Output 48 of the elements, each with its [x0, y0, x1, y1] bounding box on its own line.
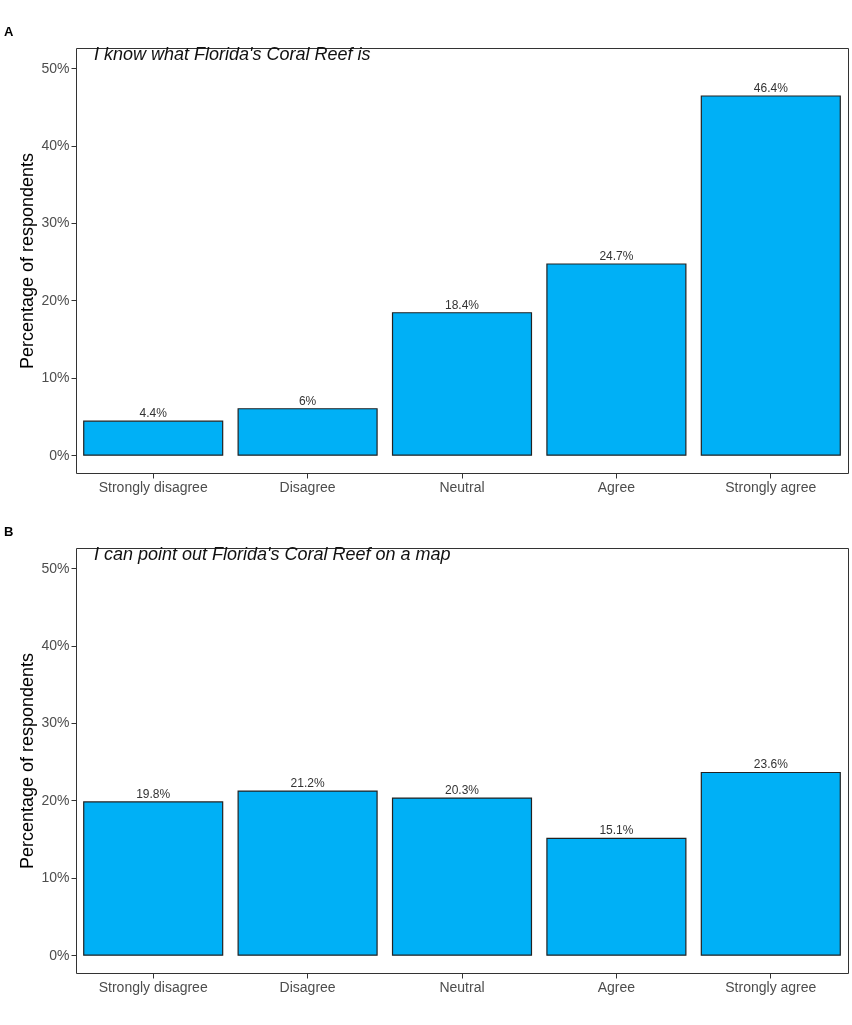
data-label: 20.3%	[444, 783, 480, 798]
bar	[546, 263, 687, 456]
x-tick-label: Strongly disagree	[98, 978, 208, 995]
text: A	[4, 24, 14, 39]
y-tick-label: 20%	[41, 791, 70, 808]
y-tick-label: 50%	[41, 59, 70, 76]
bar	[83, 801, 224, 956]
x-tick-label: Strongly agree	[725, 478, 817, 495]
x-tick-label: Strongly agree	[725, 978, 817, 995]
data-label: 19.8%	[136, 786, 171, 801]
y-tick-label: 50%	[41, 559, 70, 576]
x-tick-label: Disagree	[279, 478, 336, 495]
text: B	[4, 524, 14, 539]
data-label: 6%	[298, 393, 317, 408]
x-tick-label: Disagree	[279, 978, 336, 995]
data-label: 15.1%	[599, 823, 634, 838]
y-tick-label: 40%	[41, 137, 70, 154]
bar	[237, 790, 378, 956]
data-label: 4.4%	[139, 406, 168, 421]
chart-title: I can point out Florida's Coral Reef on a map	[94, 544, 451, 564]
bar	[237, 408, 378, 456]
y-tick-label: 30%	[41, 214, 70, 231]
x-tick-label: Agree	[597, 478, 636, 495]
x-tick-label: Neutral	[439, 978, 485, 995]
bar	[700, 95, 841, 456]
x-tick-label: Strongly disagree	[98, 478, 208, 495]
x-tick-label: Neutral	[439, 478, 485, 495]
bar	[546, 837, 687, 956]
y-tick-label: 10%	[41, 369, 70, 386]
bar	[700, 771, 841, 956]
data-label: 23.6%	[753, 757, 789, 772]
y-tick-label: 10%	[41, 869, 70, 886]
bar	[391, 797, 533, 956]
y-tick-label: 0%	[49, 946, 70, 963]
chart-title: I know what Florida's Coral Reef is	[94, 44, 371, 64]
y-tick-label: 30%	[41, 714, 70, 731]
y-tick-label: 0%	[49, 446, 70, 463]
bar	[83, 420, 224, 456]
data-label: 46.4%	[753, 81, 789, 95]
y-tick-label: 40%	[41, 637, 70, 654]
data-label: 18.4%	[444, 297, 480, 312]
y-axis-title: Percentage of respondents	[17, 152, 38, 370]
data-label: 21.2%	[290, 776, 325, 791]
y-tick-label: 20%	[41, 291, 70, 308]
x-tick-label: Agree	[597, 978, 636, 995]
y-axis-title: Percentage of respondents	[17, 652, 38, 870]
bar	[391, 312, 533, 456]
data-label: 24.7%	[599, 248, 634, 263]
